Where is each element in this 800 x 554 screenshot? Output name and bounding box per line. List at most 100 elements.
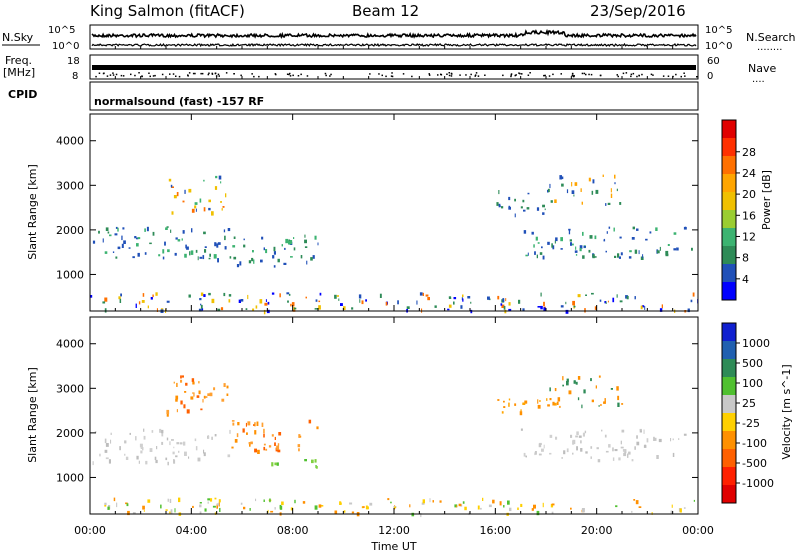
- heatmap-cell: [231, 420, 235, 422]
- nave-dot: [95, 75, 97, 78]
- heatmap-cell: [314, 235, 317, 240]
- heatmap-cell: [318, 305, 321, 310]
- heatmap-cell: [614, 182, 616, 185]
- heatmap-cell: [462, 298, 464, 302]
- heatmap-cell: [636, 228, 639, 231]
- heatmap-cell: [591, 292, 594, 295]
- heatmap-cell: [209, 253, 211, 257]
- heatmap-cell: [136, 237, 139, 240]
- nave-dot: [297, 75, 300, 77]
- heatmap-cell: [672, 438, 674, 441]
- nave-dot: [169, 73, 171, 75]
- heatmap-cell: [540, 305, 543, 310]
- colorbar-segment: [722, 174, 736, 193]
- heatmap-cell: [170, 184, 173, 188]
- heatmap-cell: [577, 397, 580, 401]
- nsearch-dots: ........: [757, 42, 782, 53]
- heatmap-cell: [525, 254, 528, 257]
- heatmap-cell: [274, 436, 276, 440]
- heatmap-cell: [683, 433, 687, 436]
- heatmap-cell: [534, 251, 536, 255]
- heatmap-cell: [317, 242, 319, 246]
- heatmap-cell: [343, 510, 346, 513]
- heatmap-cell: [125, 502, 128, 505]
- nave-dot: [548, 75, 551, 77]
- heatmap-cell: [640, 256, 644, 260]
- colorbar-tick-label: 100: [742, 377, 763, 390]
- heatmap-cell: [155, 459, 158, 464]
- heatmap-cell: [172, 451, 175, 455]
- heatmap-cell: [240, 502, 243, 505]
- nave-dot: [115, 73, 118, 76]
- heatmap-cell: [547, 241, 550, 245]
- heatmap-cell: [166, 437, 169, 441]
- heatmap-cell: [253, 259, 255, 264]
- heatmap-cell: [135, 436, 137, 441]
- heatmap-cell: [514, 213, 516, 218]
- heatmap-cell: [175, 455, 178, 458]
- freq-unit: [MHz]: [3, 66, 35, 79]
- heatmap-cell: [573, 380, 576, 384]
- heatmap-cell: [523, 230, 527, 234]
- nave-dot: [112, 72, 114, 74]
- heatmap-cell: [211, 436, 213, 440]
- colorbar-tick-label: 8: [742, 252, 749, 265]
- colorbar-segment: [722, 341, 736, 360]
- heatmap-cell: [636, 435, 638, 439]
- nave-dot: [200, 72, 202, 75]
- heatmap-cell: [621, 403, 624, 405]
- heatmap-cell: [174, 508, 176, 513]
- heatmap-cell: [543, 307, 546, 312]
- power-heatmap-cells: [90, 174, 699, 315]
- heatmap-cell: [254, 430, 257, 435]
- x-tick-label: 00:00: [74, 524, 106, 537]
- nave-dot: [600, 74, 602, 77]
- heatmap-cell: [590, 378, 592, 382]
- heatmap-cell: [137, 237, 141, 240]
- heatmap-cell: [626, 295, 629, 300]
- heatmap-cell: [508, 308, 512, 311]
- heatmap-cell: [616, 386, 619, 391]
- nave-dot: [474, 74, 477, 76]
- colorbar-tick-label: 24: [742, 167, 756, 180]
- heatmap-cell: [556, 401, 559, 405]
- heatmap-cell: [98, 230, 100, 234]
- heatmap-cell: [462, 294, 464, 298]
- nave-dot: [459, 74, 461, 76]
- nave-dot: [446, 73, 448, 75]
- heatmap-cell: [605, 250, 607, 253]
- colorbar-tick-label: -1000: [742, 477, 774, 490]
- heatmap-cell: [359, 299, 361, 303]
- heatmap-cell: [105, 227, 109, 231]
- heatmap-cell: [527, 192, 530, 195]
- heatmap-cell: [616, 294, 618, 298]
- heatmap-cell: [185, 244, 187, 249]
- heatmap-cell: [290, 303, 292, 307]
- heatmap-cell: [117, 246, 121, 250]
- heatmap-cell: [499, 501, 502, 506]
- heatmap-cell: [160, 504, 162, 509]
- colorbar-segment: [722, 120, 736, 139]
- heatmap-cell: [447, 308, 450, 311]
- heatmap-cell: [271, 462, 274, 467]
- freq-tick-bottom: 8: [72, 71, 78, 82]
- heatmap-cell: [339, 501, 342, 505]
- nave-dot: [583, 72, 586, 75]
- heatmap-cell: [543, 444, 545, 449]
- heatmap-cell: [591, 190, 594, 195]
- heatmap-cell: [136, 455, 139, 460]
- colorbar-tick-label: 500: [742, 357, 763, 370]
- heatmap-cell: [261, 422, 264, 427]
- heatmap-cell: [514, 403, 517, 406]
- heatmap-cell: [533, 244, 535, 248]
- heatmap-cell: [501, 304, 505, 308]
- heatmap-cell: [653, 437, 657, 441]
- heatmap-cell: [551, 511, 554, 515]
- heatmap-cell: [223, 292, 226, 297]
- heatmap-cell: [243, 238, 245, 241]
- heatmap-cell: [233, 256, 237, 260]
- heatmap-cell: [267, 509, 269, 513]
- heatmap-cell: [140, 450, 143, 454]
- heatmap-cell: [670, 438, 672, 442]
